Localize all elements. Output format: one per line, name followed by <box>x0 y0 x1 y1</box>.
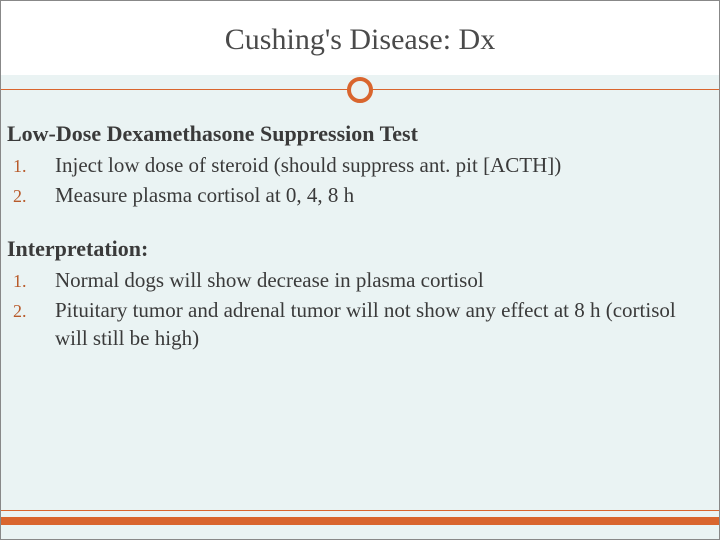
list-text: Normal dogs will show decrease in plasma… <box>55 266 707 294</box>
list-item: 2. Measure plasma cortisol at 0, 4, 8 h <box>7 181 707 209</box>
list-number: 2. <box>7 299 55 323</box>
list-text: Pituitary tumor and adrenal tumor will n… <box>55 296 707 353</box>
circle-icon <box>347 77 373 103</box>
list-number: 1. <box>7 154 55 178</box>
title-area: Cushing's Disease: Dx <box>1 1 719 75</box>
footer-line <box>1 510 719 511</box>
section-heading: Low-Dose Dexamethasone Suppression Test <box>7 121 707 147</box>
footer-bar <box>1 517 719 525</box>
divider <box>1 75 719 115</box>
list-number: 1. <box>7 269 55 293</box>
section-heading: Interpretation: <box>7 236 707 262</box>
list-item: 1. Inject low dose of steroid (should su… <box>7 151 707 179</box>
slide: Cushing's Disease: Dx Low-Dose Dexametha… <box>0 0 720 540</box>
interpretation-list: 1. Normal dogs will show decrease in pla… <box>7 266 707 353</box>
content-area: Low-Dose Dexamethasone Suppression Test … <box>1 115 719 353</box>
list-item: 1. Normal dogs will show decrease in pla… <box>7 266 707 294</box>
list-text: Inject low dose of steroid (should suppr… <box>55 151 707 179</box>
list-text: Measure plasma cortisol at 0, 4, 8 h <box>55 181 707 209</box>
slide-title: Cushing's Disease: Dx <box>1 23 719 57</box>
procedure-list: 1. Inject low dose of steroid (should su… <box>7 151 707 210</box>
list-item: 2. Pituitary tumor and adrenal tumor wil… <box>7 296 707 353</box>
list-number: 2. <box>7 184 55 208</box>
